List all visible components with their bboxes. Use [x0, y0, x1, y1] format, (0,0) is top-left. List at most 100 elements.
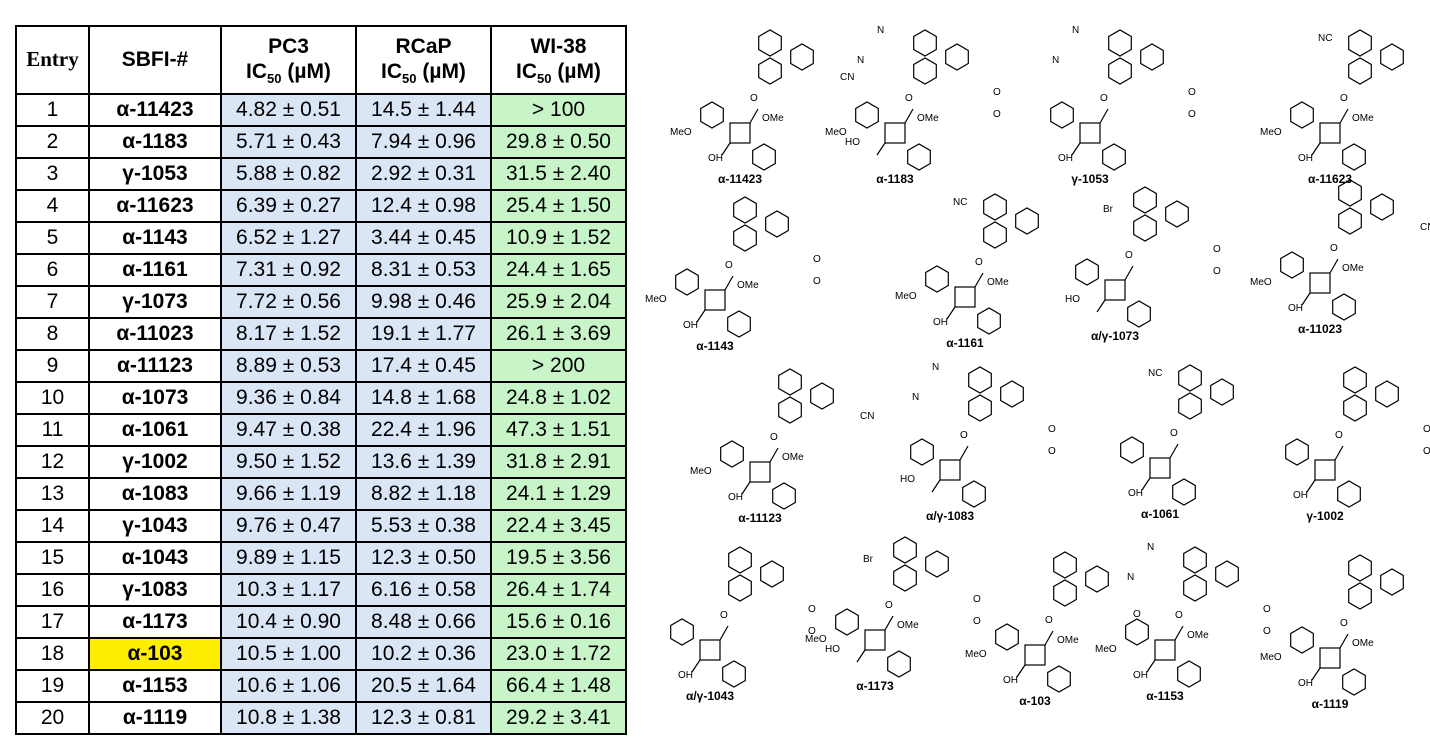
table-row: 20 α-1119 10.8 ± 1.38 12.3 ± 0.81 29.2 ± 3.4…: [15, 701, 627, 735]
atom-label: OH: [1293, 490, 1308, 501]
header-unit: IC: [381, 59, 403, 83]
ring: [1375, 380, 1399, 408]
table-cell: 15.6 ± 0.16: [490, 605, 627, 639]
atom-label: O: [1340, 93, 1348, 104]
bond: [741, 481, 751, 495]
atom-label: HO: [845, 137, 860, 148]
ring: [760, 560, 784, 588]
table-cell: 9.66 ± 1.19: [220, 477, 357, 511]
table-cell: α-1073: [88, 381, 222, 415]
cyclobutane: [1024, 644, 1046, 666]
table-body: 1 α-11423 4.82 ± 0.51 14.5 ± 1.44 > 100 2 α-11…: [15, 93, 627, 735]
atom-label: O: [973, 616, 981, 627]
atom-label: N: [1052, 55, 1059, 66]
ring: [765, 210, 789, 238]
atom-label: O: [1188, 109, 1196, 120]
ring: [1370, 193, 1394, 221]
atom-label: O: [993, 109, 1001, 120]
atom-label: OH: [708, 153, 723, 164]
bond: [1141, 477, 1151, 491]
ring: [778, 396, 802, 424]
atom-label: HO: [900, 474, 915, 485]
cyclobutane: [939, 459, 961, 481]
ring: [1177, 660, 1201, 688]
table-cell: 9.36 ± 0.84: [220, 381, 357, 415]
atom-label: OMe: [1342, 263, 1364, 274]
bond: [719, 625, 729, 641]
structure-label: α-11023: [1298, 322, 1342, 336]
table-cell: γ-1073: [88, 285, 222, 319]
table-cell: α-11023: [88, 317, 222, 351]
table-cell: 14: [15, 509, 90, 543]
table-cell: 6.16 ± 0.58: [355, 573, 492, 607]
table-cell: γ-1083: [88, 573, 222, 607]
table-cell: 8: [15, 317, 90, 351]
bond: [721, 142, 731, 156]
table-cell: 18: [15, 637, 90, 671]
table-row: 3 γ-1053 5.88 ± 0.82 2.92 ± 0.31 31.5 ± 2.40: [15, 157, 627, 191]
table-cell: 12.3 ± 0.50: [355, 541, 492, 575]
atom-label: N: [857, 55, 864, 66]
table-cell: 1: [15, 93, 90, 127]
atom-label: MeO: [965, 649, 987, 660]
atom-label: CN: [840, 72, 854, 83]
structure-label: α-11623: [1308, 172, 1352, 186]
table-cell: 10.9 ± 1.52: [490, 221, 627, 255]
atom-label: NC: [953, 197, 967, 208]
ring: [1348, 57, 1372, 85]
atom-label: O: [808, 626, 816, 637]
table-row: 12 γ-1002 9.50 ± 1.52 13.6 ± 1.39 31.8 ± 2.9…: [15, 445, 627, 479]
cyclobutane: [1319, 122, 1341, 144]
bond: [696, 309, 706, 323]
table-cell: α-1153: [88, 669, 222, 703]
atom-label: O: [1340, 618, 1348, 629]
ring: [728, 546, 752, 574]
table-cell: 8.48 ± 0.66: [355, 605, 492, 639]
table-cell: γ-1043: [88, 509, 222, 543]
bond: [769, 447, 779, 463]
atom-label: O: [813, 276, 821, 287]
atom-label: Br: [1103, 204, 1114, 215]
ring: [1290, 626, 1314, 654]
bond: [876, 142, 886, 156]
column-header: WI-38 IC50 (µM): [490, 25, 627, 95]
ring: [1178, 364, 1202, 392]
table-row: 11 α-1061 9.47 ± 0.38 22.4 ± 1.96 47.3 ± 1.5…: [15, 413, 627, 447]
table-cell: 7.94 ± 0.96: [355, 125, 492, 159]
table-cell: 17: [15, 605, 90, 639]
table-cell: 24.1 ± 1.29: [490, 477, 627, 511]
ring: [913, 29, 937, 57]
ring: [1172, 478, 1196, 506]
atom-label: OMe: [1352, 638, 1374, 649]
structure-label: γ-1053: [1071, 172, 1109, 186]
table-cell: 14.8 ± 1.68: [355, 381, 492, 415]
cyclobutane: [954, 286, 976, 308]
cyclobutane: [1309, 272, 1331, 294]
table-row: 15 α-1043 9.89 ± 1.15 12.3 ± 0.50 19.5 ± 3.5…: [15, 541, 627, 575]
cyclobutane: [749, 461, 771, 483]
header-name: PC3: [268, 34, 309, 58]
table-cell: 9.76 ± 0.47: [220, 509, 357, 543]
ring: [855, 101, 879, 129]
atom-label: OH: [683, 320, 698, 331]
atom-label: O: [720, 610, 728, 621]
table-cell: 26.4 ± 1.74: [490, 573, 627, 607]
structure: MeO OMe OH O CN α-11423: [670, 29, 854, 186]
table-cell: 31.5 ± 2.40: [490, 157, 627, 191]
column-header: Entry: [15, 25, 90, 95]
bond: [904, 108, 914, 124]
atom-label: MeO: [1260, 652, 1282, 663]
ring: [910, 438, 934, 466]
atom-label: MeO: [1260, 127, 1282, 138]
ring: [733, 196, 757, 224]
ring: [1280, 251, 1304, 279]
structure-label: α-11423: [718, 172, 762, 186]
atom-label: MeO: [895, 291, 917, 302]
bond: [1146, 659, 1156, 673]
table-cell: 20: [15, 701, 90, 735]
atom-label: OMe: [762, 113, 784, 124]
table-cell: 10.3 ± 1.17: [220, 573, 357, 607]
